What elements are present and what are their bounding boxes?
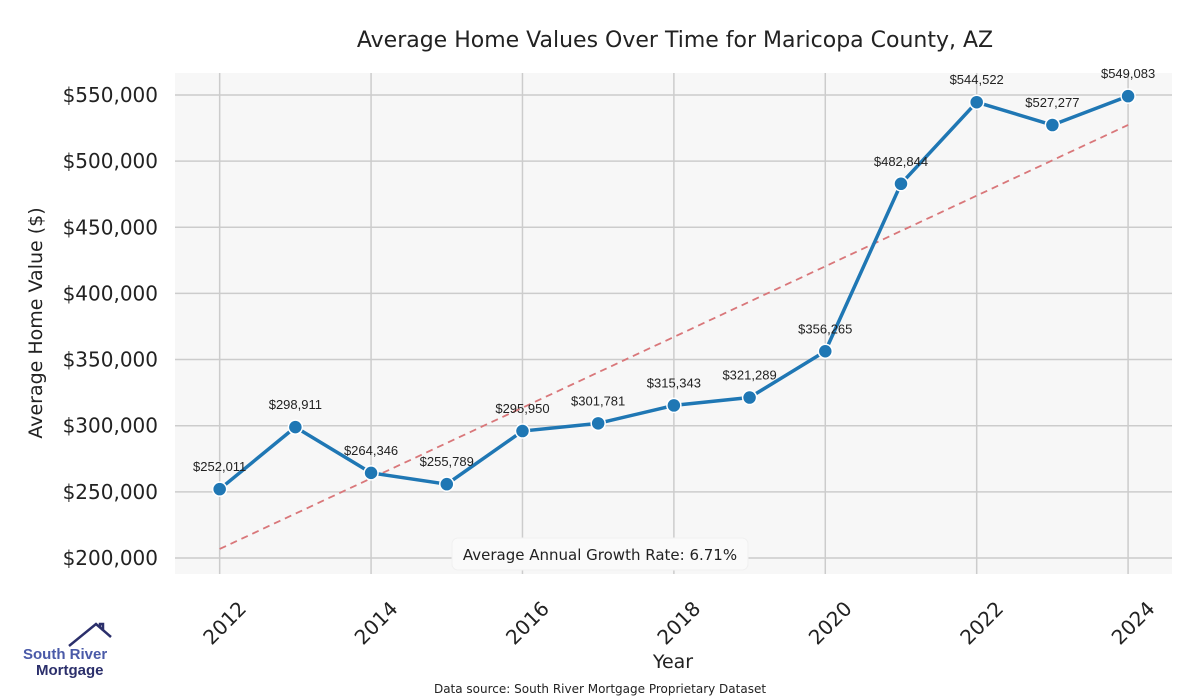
data-point (439, 476, 455, 492)
data-label: $544,522 (950, 72, 1004, 87)
x-axis-label: Year (652, 651, 693, 673)
y-ticks: $200,000 $250,000 $300,000 $350,000 $400,000… (63, 83, 158, 570)
data-label: $252,011 (193, 459, 246, 474)
data-point (968, 94, 985, 110)
data-label: $264,346 (344, 443, 398, 458)
chart-title: Average Home Values Over Time for Marico… (357, 28, 993, 53)
data-label: $549,083 (1101, 66, 1155, 81)
x-tick-label: 2012 (198, 596, 251, 649)
company-logo: South River Mortgage (23, 622, 112, 679)
x-tick-label: 2024 (1107, 596, 1160, 649)
data-point (1120, 88, 1136, 104)
data-point (893, 176, 909, 192)
x-tick-label: 2014 (350, 596, 403, 649)
x-ticks: 2012 2014 2016 2018 2020 2022 2024 (198, 596, 1159, 649)
data-label: $321,289 (722, 368, 776, 383)
data-point (666, 397, 682, 414)
data-label: $482,844 (874, 154, 928, 169)
data-point (741, 389, 758, 406)
y-tick-label: $400,000 (63, 281, 158, 305)
data-label: $356,265 (798, 321, 852, 336)
data-point (287, 419, 304, 435)
y-tick-label: $300,000 (63, 414, 158, 438)
x-tick-label: 2018 (652, 596, 705, 649)
x-tick-label: 2016 (501, 596, 554, 649)
y-tick-label: $550,000 (63, 83, 158, 107)
data-labels: $252,011 $298,911 $264,346 $255,789 $295,950… (193, 66, 1155, 474)
logo-line2: Mortgage (36, 662, 104, 679)
data-label: $255,789 (420, 454, 474, 469)
data-source: Data source: South River Mortgage Propri… (434, 682, 766, 696)
y-tick-label: $250,000 (63, 480, 158, 504)
data-label: $301,781 (571, 393, 625, 408)
y-tick-label: $450,000 (63, 215, 158, 239)
growth-rate-text: Average Annual Growth Rate: 6.71% (463, 546, 737, 564)
data-point (211, 481, 228, 497)
data-point (514, 423, 531, 439)
y-tick-label: $200,000 (63, 546, 158, 570)
series (211, 88, 1136, 497)
y-tick-label: $500,000 (63, 149, 158, 173)
data-point (1044, 117, 1061, 133)
data-point (363, 465, 379, 481)
growth-rate-annotation: Average Annual Growth Rate: 6.71% (451, 537, 749, 571)
data-label: $298,911 (269, 397, 322, 412)
logo-line1: South River (23, 646, 107, 663)
data-point (590, 415, 606, 432)
data-point (817, 343, 834, 360)
house-icon (68, 622, 112, 647)
y-axis-label: Average Home Value ($) (25, 207, 47, 438)
x-tick-label: 2020 (804, 596, 857, 649)
data-label: $295,950 (495, 401, 549, 416)
grid (175, 73, 1172, 574)
y-tick-label: $350,000 (63, 348, 158, 372)
data-label: $315,343 (647, 375, 701, 390)
data-label: $527,277 (1025, 95, 1079, 110)
x-tick-label: 2022 (955, 596, 1008, 649)
